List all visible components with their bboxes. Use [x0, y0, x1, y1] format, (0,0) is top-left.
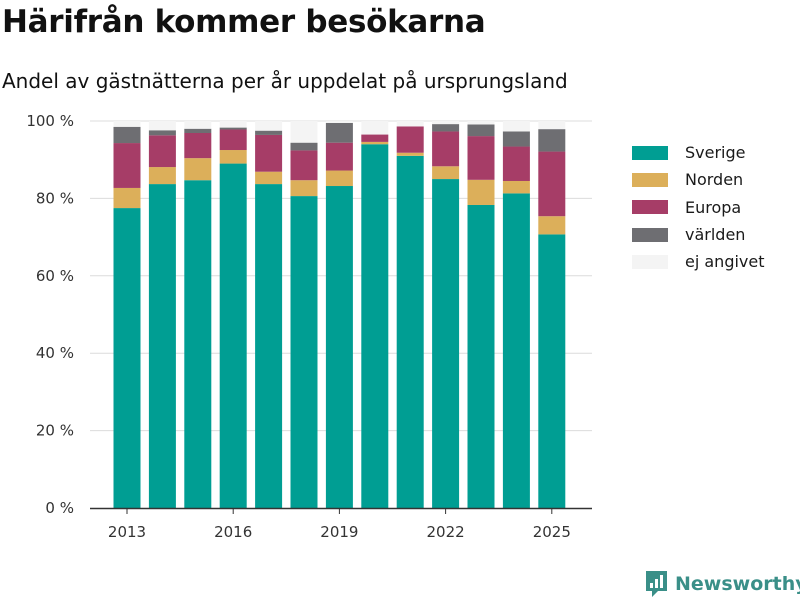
bar-segment-Europa-2022 — [432, 131, 460, 167]
bar-segment-Europa-2023 — [467, 136, 495, 180]
bar-segment-Norden-2015 — [184, 158, 212, 181]
bars — [113, 121, 566, 509]
bar-segment-ej-angivet-2019 — [325, 121, 353, 123]
x-tick-label: 2025 — [533, 523, 571, 541]
y-tick-label: 20 % — [36, 422, 74, 440]
y-tick-label: 60 % — [36, 267, 74, 285]
bar-segment-Sverige-2020 — [361, 144, 389, 508]
bar-segment-ej-angivet-2015 — [184, 121, 212, 129]
bar-segment-ej-angivet-2025 — [538, 121, 566, 130]
y-tick-label: 80 % — [36, 189, 74, 207]
bar-segment-Europa-2020 — [361, 134, 389, 142]
chart-subtitle: Andel av gästnätterna per år uppdelat på… — [2, 69, 568, 93]
bar-segment-världen-2017 — [255, 130, 283, 135]
bar-segment-ej-angivet-2014 — [148, 121, 176, 131]
bar-segment-Europa-2013 — [113, 143, 141, 188]
bar-segment-Europa-2014 — [148, 135, 176, 168]
bar-segment-ej-angivet-2022 — [432, 121, 460, 125]
bar-segment-Sverige-2019 — [325, 186, 353, 509]
y-tick-label: 40 % — [36, 344, 74, 362]
bar-segment-Europa-2019 — [325, 142, 353, 171]
bar-segment-världen-2024 — [502, 131, 530, 147]
y-tick-label: 100 % — [26, 112, 74, 130]
bar-segment-Sverige-2015 — [184, 180, 212, 508]
bar-segment-Norden-2014 — [148, 167, 176, 185]
bar-segment-Europa-2015 — [184, 132, 212, 159]
legend-label: Europa — [685, 197, 742, 217]
bar-segment-Sverige-2023 — [467, 204, 495, 508]
bar-segment-världen-2013 — [113, 126, 141, 144]
bar-segment-Europa-2025 — [538, 151, 566, 217]
newsworthy-logo-icon — [646, 571, 667, 597]
legend-item: Norden — [632, 166, 765, 193]
x-tick-label: 2019 — [320, 523, 358, 541]
bar-segment-världen-2022 — [432, 124, 460, 132]
bar-segment-världen-2014 — [148, 130, 176, 136]
y-tick-label: 0 % — [45, 499, 74, 517]
bar-segment-Norden-2013 — [113, 187, 141, 209]
bar-segment-Sverige-2025 — [538, 234, 566, 509]
x-tick-label: 2013 — [108, 523, 146, 541]
bar-segment-Norden-2024 — [502, 180, 530, 194]
bar-segment-ej-angivet-2017 — [255, 121, 283, 131]
legend-item: världen — [632, 221, 765, 248]
bar-segment-Europa-2021 — [396, 126, 424, 153]
bar-segment-Sverige-2017 — [255, 184, 283, 508]
bar-segment-världen-2019 — [325, 122, 353, 143]
bar-segment-Norden-2021 — [396, 152, 424, 156]
bar-segment-Norden-2023 — [467, 179, 495, 205]
legend-swatch — [632, 254, 668, 269]
bar-segment-ej-angivet-2013 — [113, 121, 141, 127]
legend-swatch — [632, 172, 668, 187]
bar-segment-Europa-2018 — [290, 150, 318, 181]
bar-segment-Sverige-2021 — [396, 155, 424, 508]
legend-item: Sverige — [632, 139, 765, 166]
bar-segment-ej-angivet-2023 — [467, 121, 495, 125]
axes: 0 % 20 % 40 % 60 % 80 % 100 % 2013 2016 2019 2022… — [26, 112, 592, 541]
bar-segment-världen-2023 — [467, 124, 495, 137]
legend-swatch — [632, 200, 668, 215]
bar-segment-världen-2018 — [290, 142, 318, 151]
bar-segment-Norden-2025 — [538, 216, 566, 235]
bar-segment-Sverige-2013 — [113, 208, 141, 508]
legend-label: Sverige — [685, 143, 746, 163]
legend-label: Norden — [685, 170, 744, 190]
bar-segment-Norden-2018 — [290, 180, 318, 197]
bar-segment-Norden-2019 — [325, 170, 353, 187]
bar-segment-Sverige-2014 — [148, 184, 176, 508]
legend: Sverige Norden Europa världen ej angivet — [632, 139, 765, 275]
legend-label: ej angivet — [685, 252, 765, 272]
bar-segment-ej-angivet-2024 — [502, 121, 530, 132]
legend-item: Europa — [632, 194, 765, 221]
bar-segment-världen-2015 — [184, 128, 212, 133]
bar-segment-Europa-2017 — [255, 134, 283, 172]
bar-segment-världen-2016 — [219, 127, 247, 130]
legend-swatch — [632, 145, 668, 160]
bar-segment-Norden-2022 — [432, 166, 460, 180]
brand-name: Newsworthy — [675, 572, 800, 595]
x-tick-label: 2022 — [427, 523, 465, 541]
bar-segment-Norden-2017 — [255, 171, 283, 185]
x-tick-label: 2016 — [214, 523, 252, 541]
bar-segment-Sverige-2018 — [290, 196, 318, 508]
bar-segment-ej-angivet-2020 — [361, 121, 389, 135]
legend-label: världen — [685, 225, 746, 245]
bar-segment-Norden-2016 — [219, 150, 247, 164]
legend-item: ej angivet — [632, 248, 765, 275]
bar-segment-världen-2025 — [538, 129, 566, 152]
bar-segment-Europa-2024 — [502, 146, 530, 181]
bar-segment-Sverige-2022 — [432, 179, 460, 509]
bar-segment-Sverige-2016 — [219, 163, 247, 508]
legend-swatch — [632, 227, 668, 242]
brand-logo: Newsworthy — [644, 569, 800, 598]
bar-segment-ej-angivet-2021 — [396, 121, 424, 127]
bar-segment-Sverige-2024 — [502, 193, 530, 508]
bar-segment-Europa-2016 — [219, 129, 247, 151]
bar-segment-ej-angivet-2018 — [290, 121, 318, 143]
bar-segment-Norden-2020 — [361, 141, 389, 145]
chart-title: Härifrån kommer besökarna — [2, 4, 486, 40]
bar-segment-ej-angivet-2016 — [219, 121, 247, 128]
